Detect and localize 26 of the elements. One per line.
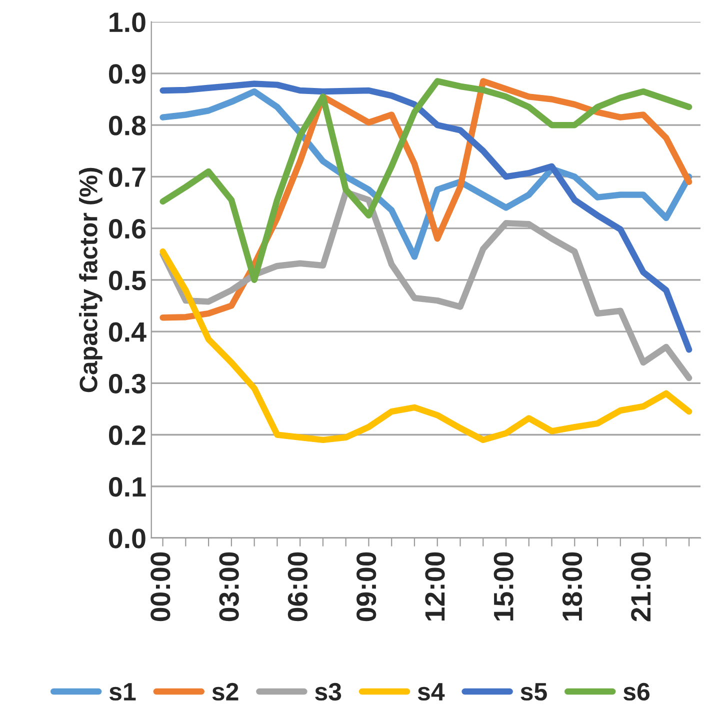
x-tick-label: 00:00 — [150, 552, 170, 622]
x-tick-label: 18:00 — [562, 552, 582, 620]
legend-label: s5 — [520, 683, 547, 701]
x-tick-label: 21:00 — [631, 552, 651, 622]
y-tick-label: 1.0 — [110, 12, 146, 32]
x-tick-label: 12:00 — [425, 552, 445, 620]
x-tick-label: 15:00 — [494, 552, 514, 620]
x-tick-label: 09:00 — [356, 552, 376, 622]
x-tick-label: 03:00 — [219, 552, 239, 622]
legend-label: s4 — [418, 683, 445, 701]
legend-label: s3 — [315, 682, 342, 701]
legend-label: s1 — [109, 683, 136, 701]
y-tick-label: 0.7 — [108, 167, 146, 188]
y-axis-title: Capacity factor (%) — [79, 168, 102, 392]
x-tick-label: 06:00 — [288, 552, 308, 622]
legend-label: s6 — [623, 682, 650, 701]
legend-label: s2 — [212, 682, 238, 701]
y-tick-label: 0.0 — [108, 528, 146, 548]
y-tick-label: 0.4 — [108, 322, 146, 342]
y-tick-label: 0.2 — [108, 425, 146, 446]
y-tick-label: 0.3 — [108, 374, 146, 394]
y-tick-label: 0.5 — [108, 270, 146, 290]
y-tick-label: 0.8 — [108, 116, 146, 136]
y-tick-label: 0.9 — [108, 64, 146, 84]
y-tick-label: 0.6 — [108, 218, 146, 239]
y-tick-label: 0.1 — [108, 477, 146, 497]
